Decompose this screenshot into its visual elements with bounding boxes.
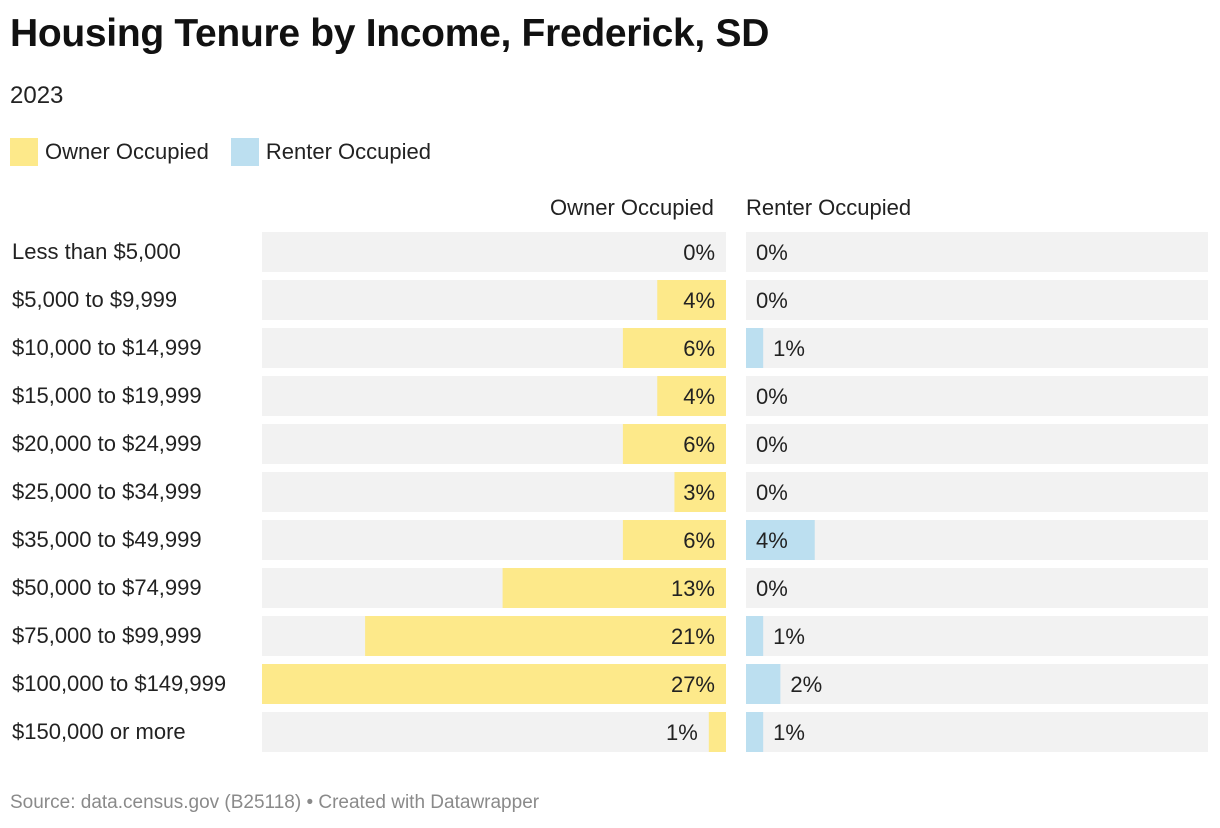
owner-value-label: 0% <box>683 240 715 265</box>
source-note: Source: data.census.gov (B25118) • Creat… <box>10 792 540 813</box>
owner-bar <box>708 712 726 752</box>
renter-value-label: 4% <box>756 528 788 553</box>
owner-bar <box>502 568 726 608</box>
renter-value-label: 0% <box>756 384 788 409</box>
renter-bar <box>746 328 764 368</box>
renter-value-label: 1% <box>773 720 805 745</box>
category-label: $25,000 to $34,999 <box>12 479 202 504</box>
renter-bar <box>746 520 815 560</box>
category-label: $50,000 to $74,999 <box>12 575 202 600</box>
renter-value-label: 0% <box>756 240 788 265</box>
renter-bar-background <box>746 568 1208 608</box>
renter-bar-background <box>746 424 1208 464</box>
category-label: $100,000 to $149,999 <box>12 671 226 696</box>
renter-bar-background <box>746 232 1208 272</box>
renter-bar-background <box>746 472 1208 512</box>
category-label: $75,000 to $99,999 <box>12 623 202 648</box>
owner-value-label: 6% <box>683 432 715 457</box>
legend-label-renter: Renter Occupied <box>265 139 431 164</box>
category-label: $15,000 to $19,999 <box>12 383 202 408</box>
owner-bar-background <box>262 280 726 320</box>
owner-value-label: 4% <box>683 384 715 409</box>
owner-value-label: 3% <box>683 480 715 505</box>
category-label: $150,000 or more <box>12 719 186 744</box>
owner-value-label: 27% <box>671 672 715 697</box>
owner-bar-background <box>262 472 726 512</box>
renter-bar-background <box>746 664 1208 704</box>
legend-label-owner: Owner Occupied <box>45 139 209 164</box>
legend-item-owner: Owner Occupied <box>10 138 209 166</box>
renter-value-label: 1% <box>773 336 805 361</box>
owner-bar <box>262 664 726 704</box>
renter-value-label: 0% <box>756 432 788 457</box>
owner-bar <box>622 520 726 560</box>
renter-value-label: 2% <box>790 672 822 697</box>
owner-bar <box>622 328 726 368</box>
owner-value-label: 21% <box>671 624 715 649</box>
legend-swatch-owner <box>10 138 38 166</box>
category-label: $20,000 to $24,999 <box>12 431 202 456</box>
renter-bar <box>746 712 764 752</box>
renter-bar-background <box>746 520 1208 560</box>
category-label: Less than $5,000 <box>12 239 181 264</box>
renter-bar-background <box>746 712 1208 752</box>
column-header-owner: Owner Occupied <box>550 195 714 220</box>
owner-value-label: 1% <box>666 720 698 745</box>
renter-bar-background <box>746 616 1208 656</box>
owner-bar <box>622 424 726 464</box>
renter-value-label: 0% <box>756 576 788 601</box>
renter-bar-background <box>746 280 1208 320</box>
renter-value-label: 1% <box>773 624 805 649</box>
renter-bar-background <box>746 376 1208 416</box>
owner-bar <box>657 376 726 416</box>
category-label: $35,000 to $49,999 <box>12 527 202 552</box>
owner-bar <box>657 280 726 320</box>
column-header-renter: Renter Occupied <box>746 195 912 220</box>
legend: Owner Occupied Renter Occupied <box>10 138 453 166</box>
owner-bar-background <box>262 376 726 416</box>
renter-bar <box>746 616 764 656</box>
owner-value-label: 13% <box>671 576 715 601</box>
renter-value-label: 0% <box>756 288 788 313</box>
renter-bar <box>746 664 781 704</box>
renter-value-label: 0% <box>756 480 788 505</box>
legend-swatch-renter <box>230 138 259 166</box>
owner-value-label: 4% <box>683 288 715 313</box>
owner-bar-background <box>262 232 726 272</box>
chart-subtitle: 2023 <box>10 82 64 109</box>
renter-bar-background <box>746 328 1208 368</box>
legend-item-renter: Renter Occupied <box>230 138 431 166</box>
chart-title: Housing Tenure by Income, Frederick, SD <box>10 12 770 55</box>
category-label: $5,000 to $9,999 <box>12 287 177 312</box>
owner-bar <box>674 472 726 512</box>
owner-bar-background <box>262 712 726 752</box>
owner-value-label: 6% <box>683 528 715 553</box>
owner-bar <box>365 616 726 656</box>
owner-value-label: 6% <box>683 336 715 361</box>
category-label: $10,000 to $14,999 <box>12 335 202 360</box>
